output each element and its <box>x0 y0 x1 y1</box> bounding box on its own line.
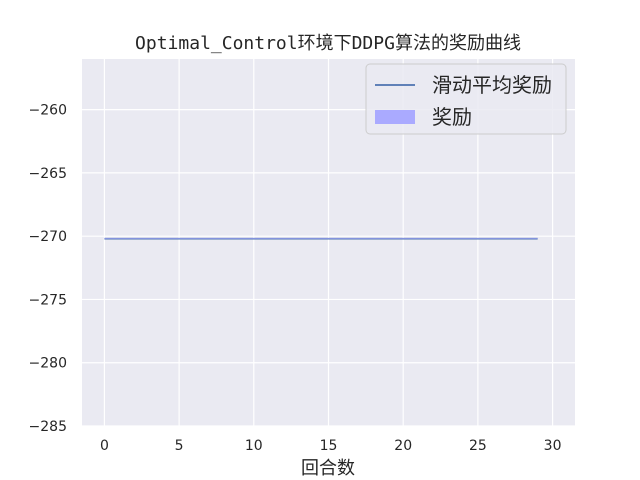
legend-entry-label: 滑动平均奖励 <box>432 73 552 97</box>
legend-swatch-reward <box>375 110 415 124</box>
x-axis-label: 回合数 <box>301 458 355 479</box>
x-tick-label: 30 <box>544 438 562 454</box>
y-tick-label: −285 <box>29 419 67 435</box>
axis-ticks: 0 5 10 15 20 25 30 −285 −280 −275 −270 −265 −260 <box>29 103 562 454</box>
legend-entry-label: 奖励 <box>432 105 472 129</box>
y-tick-label: −265 <box>29 166 67 182</box>
y-tick-label: −275 <box>29 292 67 308</box>
x-tick-label: 0 <box>100 438 109 454</box>
x-tick-label: 25 <box>469 438 487 454</box>
x-tick-label: 20 <box>394 438 412 454</box>
x-tick-label: 5 <box>175 438 184 454</box>
legend-box <box>365 63 567 135</box>
y-tick-label: −270 <box>29 229 67 245</box>
chart-title: Optimal_Control环境下DDPG算法的奖励曲线 <box>135 33 521 54</box>
y-tick-label: −260 <box>29 103 67 119</box>
x-tick-label: 15 <box>320 438 338 454</box>
x-tick-label: 10 <box>245 438 263 454</box>
y-tick-label: −280 <box>29 356 67 372</box>
